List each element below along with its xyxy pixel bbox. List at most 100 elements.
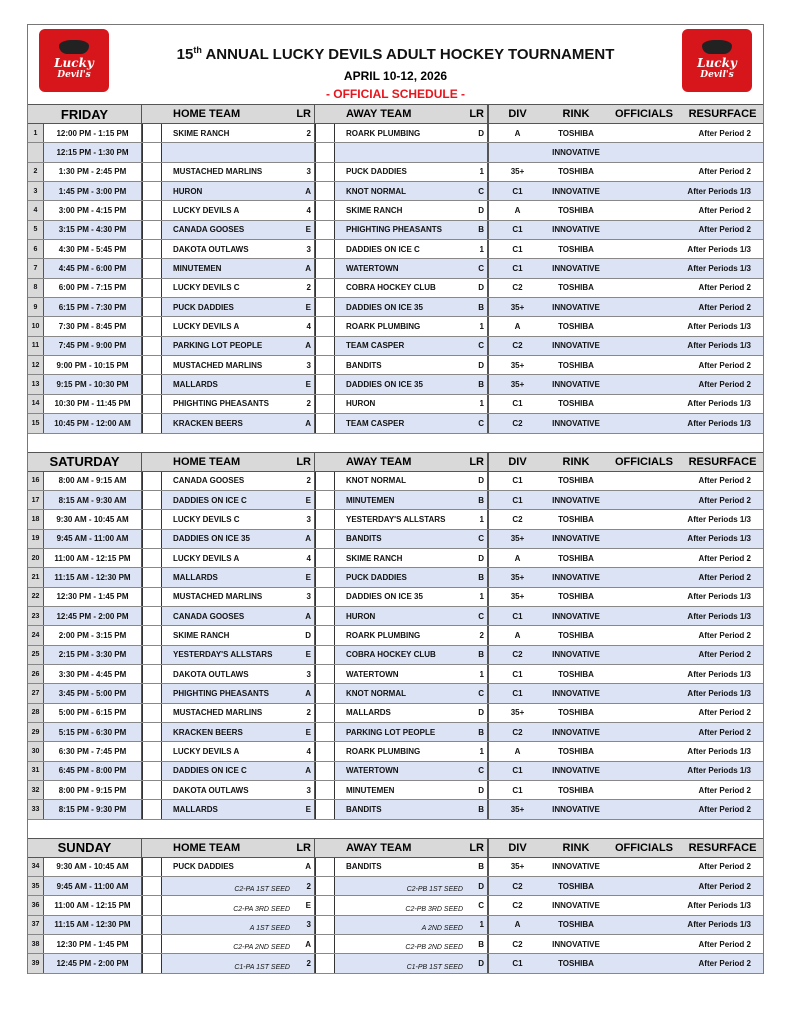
- officials-checkbox[interactable]: [142, 606, 162, 626]
- officials-checkbox[interactable]: [142, 298, 162, 317]
- officials-checkbox[interactable]: [315, 761, 335, 780]
- officials-checkbox[interactable]: [315, 510, 335, 529]
- home-team: C2-PA 1ST SEED: [234, 886, 290, 894]
- officials-checkbox[interactable]: [315, 298, 335, 317]
- officials-checkbox[interactable]: [142, 857, 162, 877]
- officials-checkbox[interactable]: [142, 356, 162, 375]
- officials-checkbox[interactable]: [315, 548, 335, 568]
- officials-checkbox[interactable]: [315, 626, 335, 645]
- officials-checkbox[interactable]: [315, 259, 335, 278]
- officials-checkbox[interactable]: [142, 201, 162, 220]
- officials-checkbox[interactable]: [315, 220, 335, 240]
- officials-checkbox[interactable]: [315, 587, 335, 606]
- officials: [606, 607, 682, 625]
- officials-checkbox[interactable]: [142, 182, 162, 201]
- officials-checkbox[interactable]: [315, 568, 335, 587]
- officials-checkbox[interactable]: [142, 220, 162, 240]
- officials-checkbox[interactable]: [315, 529, 335, 548]
- officials-checkbox[interactable]: [315, 414, 335, 433]
- officials-checkbox[interactable]: [142, 761, 162, 780]
- officials-checkbox[interactable]: [142, 490, 162, 510]
- officials-checkbox[interactable]: [315, 684, 335, 703]
- officials-checkbox[interactable]: [142, 781, 162, 800]
- officials-checkbox[interactable]: [142, 684, 162, 703]
- officials-checkbox[interactable]: [142, 394, 162, 414]
- officials-checkbox[interactable]: [315, 240, 335, 259]
- officials-checkbox[interactable]: [315, 877, 335, 896]
- officials-checkbox[interactable]: [142, 587, 162, 606]
- officials-checkbox[interactable]: [315, 394, 335, 414]
- officials-checkbox[interactable]: [142, 278, 162, 298]
- officials-checkbox[interactable]: [142, 375, 162, 394]
- table-row: 12:15 PM - 1:30 PM INNOVATIVE: [28, 143, 763, 163]
- home-team: C2-PA 3RD SEED: [233, 905, 290, 913]
- officials-checkbox[interactable]: [315, 201, 335, 220]
- officials-checkbox[interactable]: [142, 935, 162, 954]
- officials-checkbox[interactable]: [142, 915, 162, 935]
- officials-checkbox[interactable]: [315, 742, 335, 761]
- officials-checkbox[interactable]: [142, 529, 162, 548]
- officials-checkbox[interactable]: [315, 182, 335, 201]
- officials-checkbox[interactable]: [142, 317, 162, 336]
- officials-checkbox[interactable]: [315, 375, 335, 394]
- officials-checkbox[interactable]: [315, 124, 335, 143]
- game-time: 6:00 PM - 7:15 PM: [44, 278, 142, 298]
- officials-checkbox[interactable]: [315, 781, 335, 800]
- game-number: 21: [28, 568, 44, 587]
- officials-checkbox[interactable]: [142, 548, 162, 568]
- officials-checkbox[interactable]: [142, 336, 162, 356]
- officials-checkbox[interactable]: [142, 259, 162, 278]
- officials-checkbox[interactable]: [315, 317, 335, 336]
- officials-checkbox[interactable]: [315, 935, 335, 954]
- officials-checkbox[interactable]: [142, 896, 162, 915]
- officials-checkbox[interactable]: [315, 915, 335, 935]
- officials-checkbox[interactable]: [142, 510, 162, 529]
- game-time: 6:30 PM - 7:45 PM: [44, 742, 142, 761]
- officials-checkbox[interactable]: [315, 606, 335, 626]
- officials-checkbox[interactable]: [142, 877, 162, 896]
- officials-checkbox[interactable]: [315, 278, 335, 298]
- officials-checkbox[interactable]: [142, 240, 162, 259]
- officials-checkbox[interactable]: [142, 568, 162, 587]
- officials-checkbox[interactable]: [142, 664, 162, 684]
- officials-checkbox[interactable]: [315, 664, 335, 684]
- officials-checkbox[interactable]: [142, 124, 162, 143]
- game-time: 11:00 AM - 12:15 PM: [44, 548, 142, 568]
- officials-checkbox[interactable]: [315, 800, 335, 819]
- officials-checkbox[interactable]: [142, 626, 162, 645]
- lucky-devils-logo: Lucky Devil's: [682, 29, 752, 92]
- officials-checkbox[interactable]: [315, 896, 335, 915]
- resurface: After Periods 1/3: [687, 611, 751, 621]
- away-lr: C: [471, 182, 488, 201]
- resurface: After Periods 1/3: [687, 244, 751, 254]
- day-label: FRIDAY: [28, 105, 142, 123]
- division: 35+: [488, 356, 546, 375]
- officials-checkbox[interactable]: [142, 722, 162, 742]
- officials-checkbox[interactable]: [142, 471, 162, 490]
- officials-checkbox[interactable]: [142, 800, 162, 819]
- officials-checkbox[interactable]: [142, 954, 162, 973]
- officials-checkbox[interactable]: [142, 143, 162, 162]
- officials-checkbox[interactable]: [142, 645, 162, 664]
- officials-checkbox[interactable]: [142, 414, 162, 433]
- officials-checkbox[interactable]: [315, 471, 335, 490]
- officials-checkbox[interactable]: [315, 954, 335, 973]
- officials-checkbox[interactable]: [142, 742, 162, 761]
- officials-checkbox[interactable]: [142, 703, 162, 722]
- table-row: 17 8:15 AM - 9:30 AM DADDIES ON ICE C E MINU…: [28, 490, 763, 511]
- table-row: 37 11:15 AM - 12:30 PM A 1ST SEED 3 A 2ND SE…: [28, 915, 763, 936]
- officials-checkbox[interactable]: [315, 722, 335, 742]
- officials-checkbox[interactable]: [315, 490, 335, 510]
- officials-checkbox[interactable]: [315, 143, 335, 162]
- officials-checkbox[interactable]: [315, 336, 335, 356]
- rink: INNOVATIVE: [552, 650, 600, 660]
- rink: INNOVATIVE: [552, 186, 600, 196]
- officials-checkbox[interactable]: [315, 857, 335, 877]
- officials-checkbox[interactable]: [315, 703, 335, 722]
- officials-checkbox[interactable]: [315, 645, 335, 664]
- day-label: SUNDAY: [28, 838, 142, 857]
- schedule-sheet: Lucky Devil's 15th ANNUAL LUCKY DEVILS AD…: [27, 24, 764, 974]
- officials-checkbox[interactable]: [315, 356, 335, 375]
- officials-checkbox[interactable]: [142, 162, 162, 182]
- officials-checkbox[interactable]: [315, 162, 335, 182]
